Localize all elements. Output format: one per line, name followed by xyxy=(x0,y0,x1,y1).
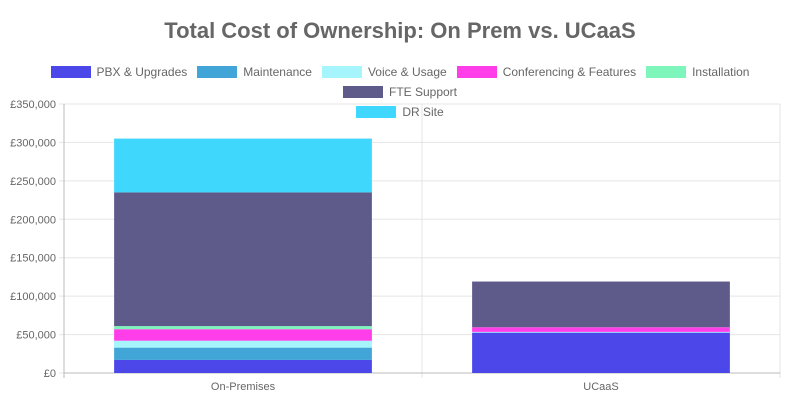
legend-label: Conferencing & Features xyxy=(502,65,637,79)
legend-swatch xyxy=(50,66,91,78)
bar-segment xyxy=(472,332,730,373)
bar-segment xyxy=(472,331,730,333)
legend-item[interactable]: Conferencing & Features xyxy=(456,62,637,82)
y-tick-label: £200,000 xyxy=(10,214,56,226)
y-tick-label: £50,000 xyxy=(16,330,56,342)
x-tick-label: On-Premises xyxy=(211,381,276,393)
bar-segment xyxy=(114,347,372,360)
bar-segment xyxy=(114,329,372,341)
x-tick-label: UCaaS xyxy=(583,381,618,393)
legend-swatch xyxy=(456,66,497,78)
legend: PBX & Upgrades Maintenance Voice & Usage Co… xyxy=(10,62,790,122)
bar-segment xyxy=(114,326,372,330)
legend-label: FTE Support xyxy=(388,85,458,99)
y-tick-label: £350,000 xyxy=(10,99,56,111)
legend-swatch xyxy=(342,86,383,98)
legend-label: Installation xyxy=(692,65,750,79)
bar-segment xyxy=(472,281,730,328)
legend-item[interactable]: Maintenance xyxy=(197,62,312,82)
legend-item[interactable]: DR Site xyxy=(356,102,444,122)
legend-label: PBX & Upgrades xyxy=(96,65,188,79)
bar-segment xyxy=(114,192,372,327)
legend-item[interactable]: FTE Support xyxy=(342,82,458,102)
legend-item[interactable]: PBX & Upgrades xyxy=(50,62,188,82)
legend-label: Maintenance xyxy=(243,65,312,79)
bar-segment xyxy=(114,359,372,373)
legend-label: DR Site xyxy=(402,105,444,119)
legend-swatch xyxy=(646,66,687,78)
legend-item[interactable]: Voice & Usage xyxy=(321,62,447,82)
bar-segment xyxy=(114,340,372,348)
y-tick-label: £300,000 xyxy=(10,137,56,149)
y-tick-label: £0 xyxy=(44,368,56,380)
legend-label: Voice & Usage xyxy=(367,65,447,79)
legend-swatch xyxy=(197,66,238,78)
legend-swatch xyxy=(356,106,397,118)
legend-item[interactable]: Installation xyxy=(646,62,749,82)
chart-title: Total Cost of Ownership: On Prem vs. UCa… xyxy=(164,18,636,43)
bar-segment xyxy=(472,327,730,332)
y-tick-label: £250,000 xyxy=(10,176,56,188)
bar-segment xyxy=(114,138,372,193)
y-tick-label: £100,000 xyxy=(10,291,56,303)
legend-swatch xyxy=(321,66,362,78)
y-tick-label: £150,000 xyxy=(10,253,56,265)
